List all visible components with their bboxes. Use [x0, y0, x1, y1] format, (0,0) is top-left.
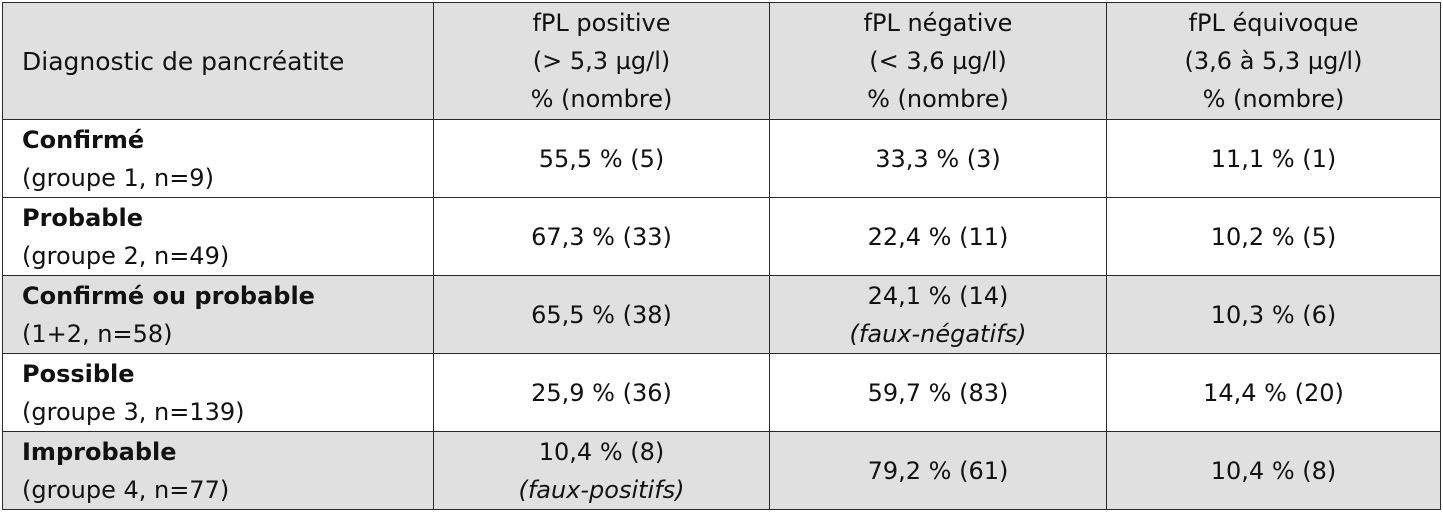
- header-fpl-negative: fPL négative (< 3,6 µg/l) % (nombre): [769, 2, 1107, 120]
- header-diagnostic: Diagnostic de pancréatite: [2, 2, 434, 120]
- cell-negative: 59,7 % (83): [769, 353, 1107, 432]
- header-range: (3,6 à 5,3 µg/l): [1184, 47, 1363, 75]
- diagnosis-label: Confirmé: [22, 125, 145, 154]
- header-row: Diagnostic de pancréatite fPL positive (…: [2, 2, 1441, 120]
- cell-equivocal: 10,2 % (5): [1106, 197, 1441, 276]
- cell-negative: 24,1 % (14) (faux-négatifs): [769, 275, 1107, 354]
- diagnosis-label: Improbable: [22, 437, 177, 466]
- table-row: Improbable (groupe 4, n=77) 10,4 % (8) (…: [2, 431, 1441, 510]
- value: 59,7 % (83): [867, 378, 1009, 407]
- group-label: (1+2, n=58): [22, 319, 173, 348]
- header-unit: % (nombre): [867, 85, 1009, 113]
- header-title: fPL positive: [532, 9, 671, 37]
- cell-positive: 25,9 % (36): [433, 353, 770, 432]
- value: 67,3 % (33): [531, 222, 672, 251]
- false-positives-note: (faux-positifs): [518, 475, 685, 504]
- cell-equivocal: 10,3 % (6): [1106, 275, 1441, 354]
- table-row: Possible (groupe 3, n=139) 25,9 % (36) 5…: [2, 353, 1441, 432]
- header-title: fPL équivoque: [1188, 9, 1359, 37]
- cell-positive: 55,5 % (5): [433, 119, 770, 198]
- header-unit: % (nombre): [1202, 85, 1345, 113]
- diagnosis-label: Probable: [22, 203, 143, 232]
- header-unit: % (nombre): [530, 85, 673, 113]
- value: 22,4 % (11): [867, 222, 1009, 251]
- value: 55,5 % (5): [538, 144, 665, 173]
- value: 14,4 % (20): [1203, 378, 1344, 407]
- value: 11,1 % (1): [1210, 144, 1337, 173]
- table-row: Confirmé ou probable (1+2, n=58) 65,5 % …: [2, 275, 1441, 354]
- header-fpl-equivocal: fPL équivoque (3,6 à 5,3 µg/l) % (nombre…: [1106, 2, 1441, 120]
- group-label: (groupe 4, n=77): [22, 475, 230, 504]
- header-title: fPL négative: [863, 9, 1013, 37]
- false-negatives-note: (faux-négatifs): [849, 319, 1027, 348]
- cell-equivocal: 10,4 % (8): [1106, 431, 1441, 510]
- cell-positive: 67,3 % (33): [433, 197, 770, 276]
- value: 10,2 % (5): [1210, 222, 1337, 251]
- cell-negative: 33,3 % (3): [769, 119, 1107, 198]
- diagnosis-label: Possible: [22, 359, 135, 388]
- group-label: (groupe 2, n=49): [22, 241, 230, 270]
- value: 10,4 % (8): [538, 437, 665, 466]
- header-range: (> 5,3 µg/l): [532, 47, 671, 75]
- value: 25,9 % (36): [531, 378, 672, 407]
- table-row: Confirmé (groupe 1, n=9) 55,5 % (5) 33,3…: [2, 119, 1441, 198]
- value: 65,5 % (38): [531, 300, 672, 329]
- cell-positive: 10,4 % (8) (faux-positifs): [433, 431, 770, 510]
- value: 24,1 % (14): [867, 281, 1009, 310]
- value: 10,4 % (8): [1210, 456, 1337, 485]
- cell-equivocal: 11,1 % (1): [1106, 119, 1441, 198]
- cell-negative: 79,2 % (61): [769, 431, 1107, 510]
- value: 79,2 % (61): [867, 456, 1009, 485]
- header-range: (< 3,6 µg/l): [869, 47, 1007, 75]
- diagnosis-label: Confirmé ou probable: [22, 281, 315, 310]
- group-label: (groupe 1, n=9): [22, 163, 214, 192]
- row-label: Possible (groupe 3, n=139): [2, 353, 434, 432]
- row-label: Confirmé (groupe 1, n=9): [2, 119, 434, 198]
- row-label: Improbable (groupe 4, n=77): [2, 431, 434, 510]
- cell-positive: 65,5 % (38): [433, 275, 770, 354]
- row-label: Confirmé ou probable (1+2, n=58): [2, 275, 434, 354]
- header-fpl-positive: fPL positive (> 5,3 µg/l) % (nombre): [433, 2, 770, 120]
- value: 10,3 % (6): [1210, 300, 1337, 329]
- row-label: Probable (groupe 2, n=49): [2, 197, 434, 276]
- group-label: (groupe 3, n=139): [22, 397, 245, 426]
- cell-negative: 22,4 % (11): [769, 197, 1107, 276]
- value: 33,3 % (3): [875, 144, 1001, 173]
- cell-equivocal: 14,4 % (20): [1106, 353, 1441, 432]
- table-row: Probable (groupe 2, n=49) 67,3 % (33) 22…: [2, 197, 1441, 276]
